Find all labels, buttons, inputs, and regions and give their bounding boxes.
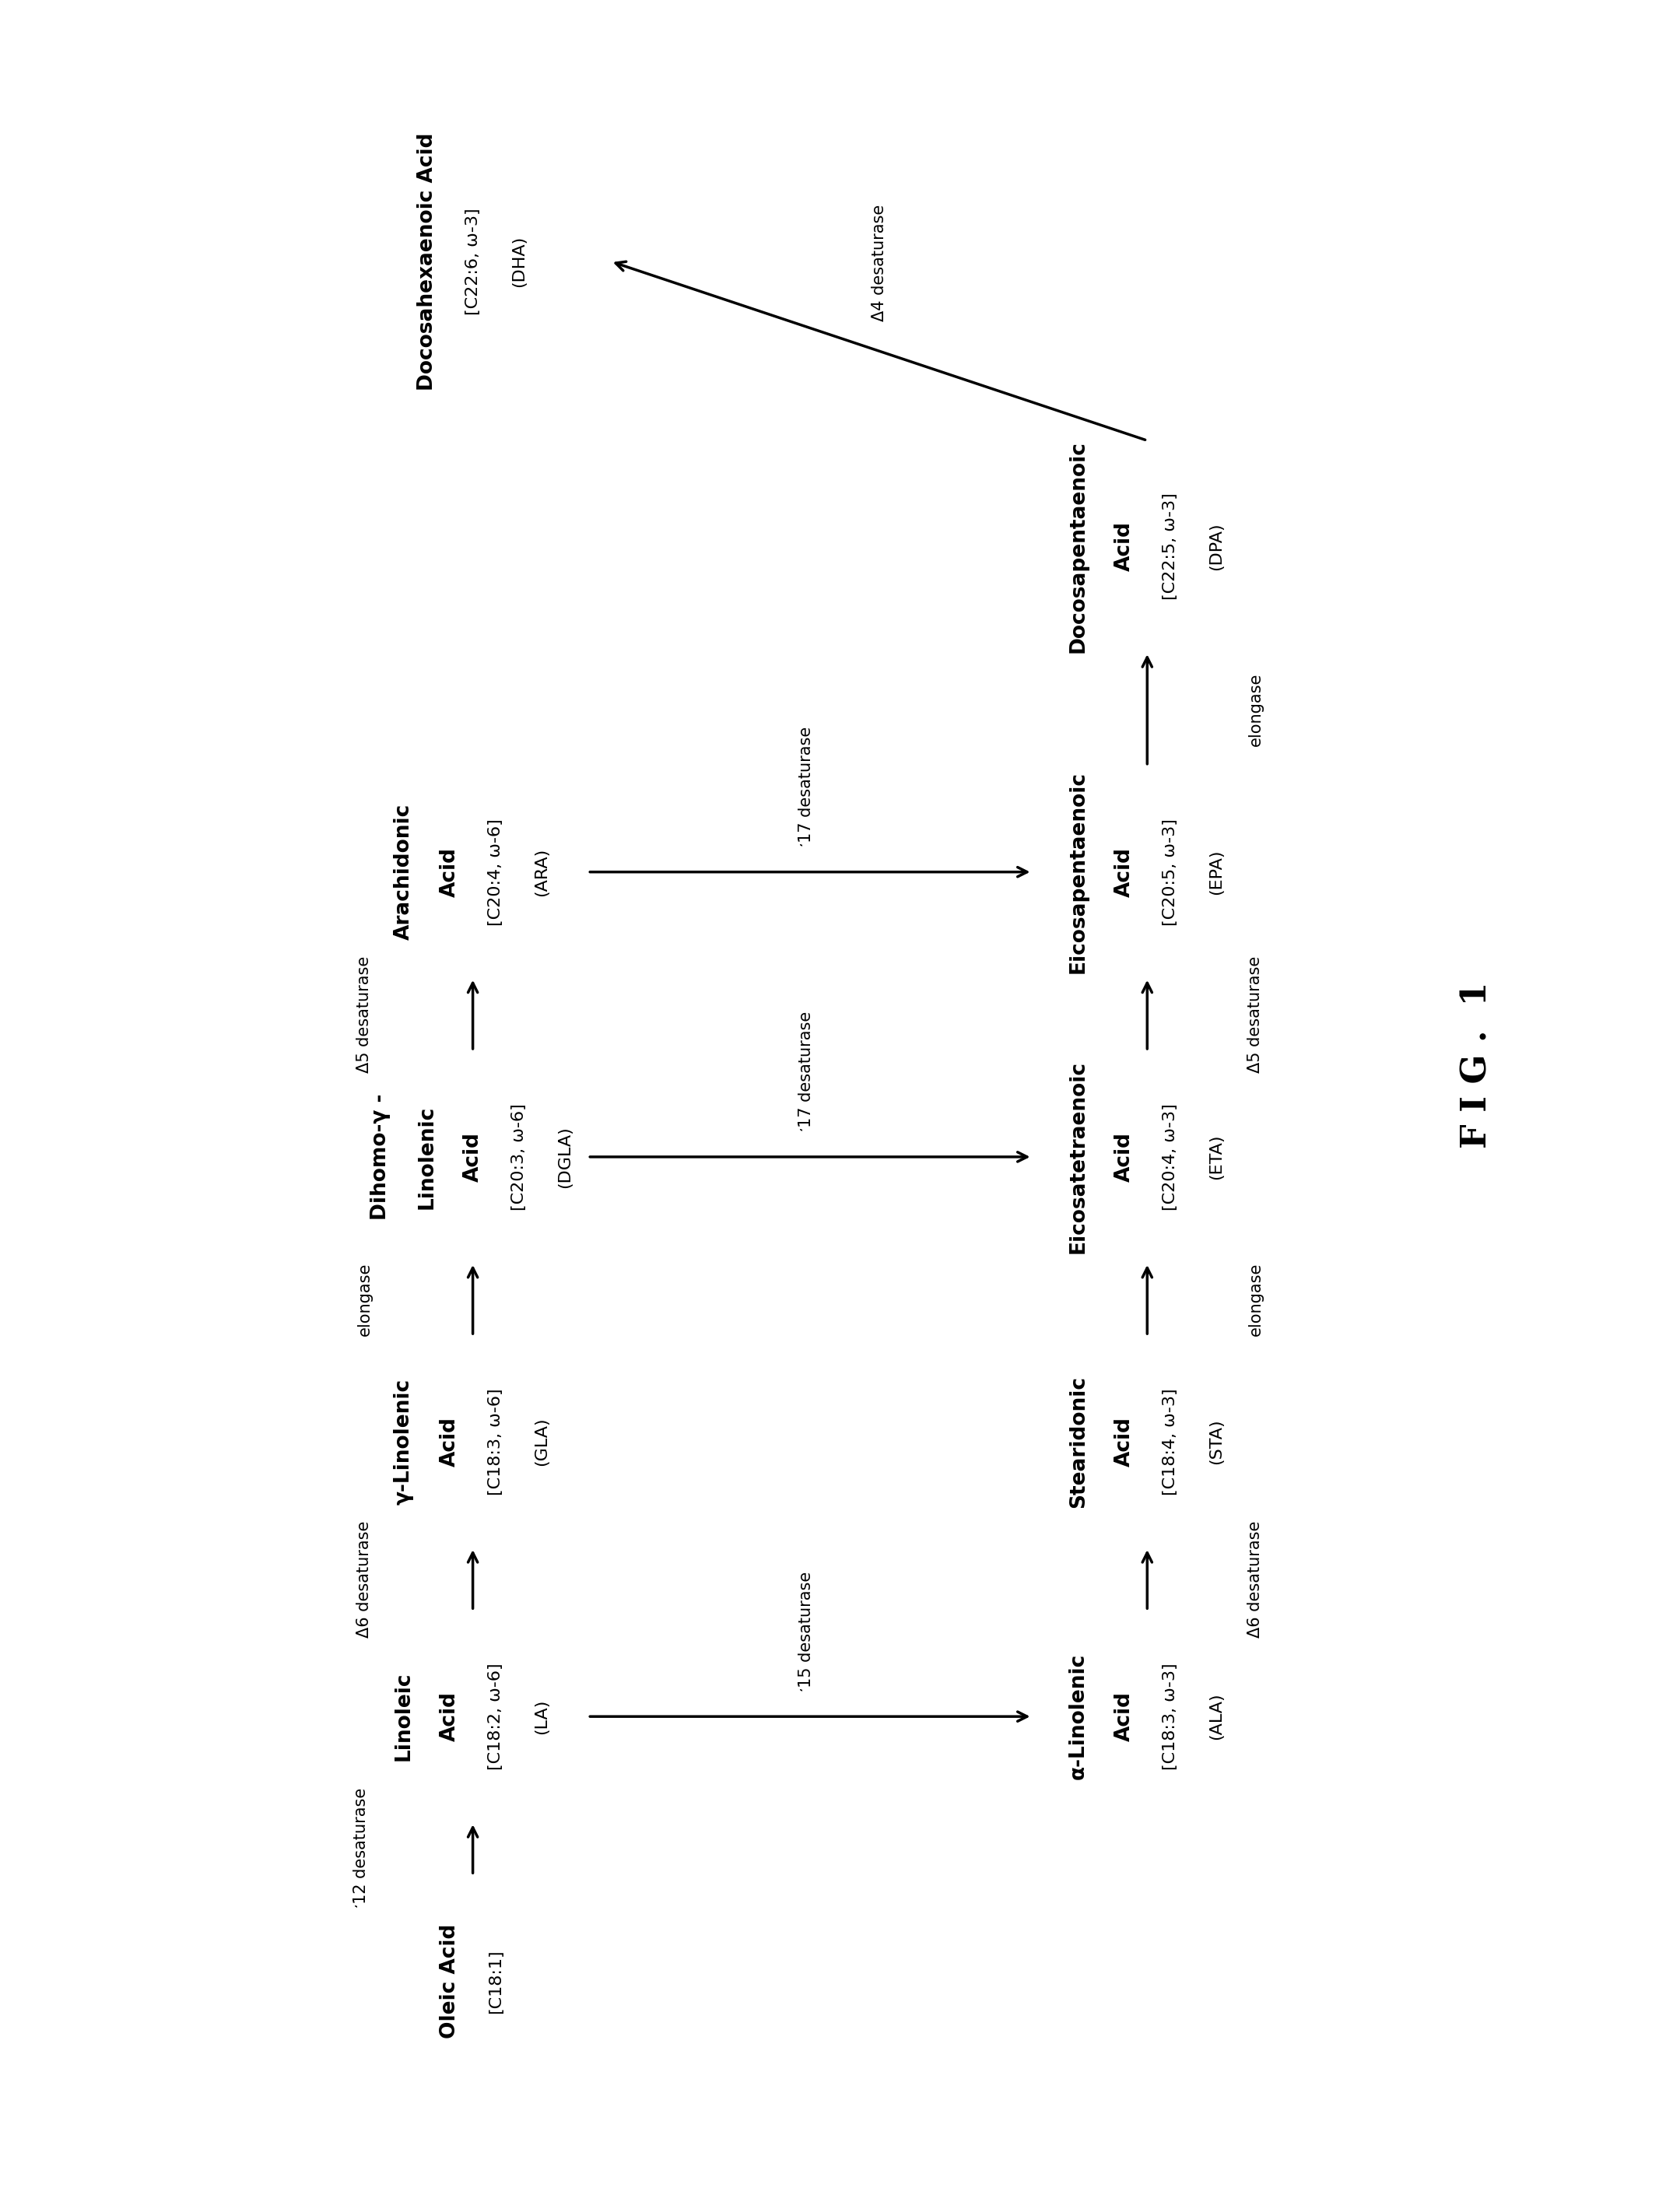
- Text: ̒17 desaturase: ̒17 desaturase: [803, 730, 818, 845]
- Text: Acid: Acid: [440, 847, 460, 896]
- Text: Acid: Acid: [440, 1418, 460, 1467]
- Text: Linolenic: Linolenic: [416, 1106, 436, 1208]
- Text: (ETA): (ETA): [1208, 1135, 1225, 1179]
- Text: Oleic Acid: Oleic Acid: [440, 1924, 460, 2039]
- Text: (DPA): (DPA): [1208, 522, 1225, 571]
- Text: Stearidonic: Stearidonic: [1068, 1376, 1088, 1509]
- Text: (GLA): (GLA): [535, 1418, 550, 1467]
- Text: Δ6 desaturase: Δ6 desaturase: [1248, 1520, 1263, 1637]
- Text: (ALA): (ALA): [1208, 1692, 1225, 1741]
- Text: Acid: Acid: [463, 1133, 483, 1181]
- Text: [C20:4, ω-3]: [C20:4, ω-3]: [1163, 1104, 1178, 1210]
- Text: Eicosatetraenoic: Eicosatetraenoic: [1068, 1060, 1088, 1254]
- Text: (EPA): (EPA): [1208, 849, 1225, 894]
- Text: Acid: Acid: [1115, 522, 1135, 571]
- Text: ̒12 desaturase: ̒12 desaturase: [357, 1792, 372, 1907]
- Text: Docosahexaenoic Acid: Docosahexaenoic Acid: [416, 133, 436, 392]
- Text: (STA): (STA): [1208, 1418, 1225, 1464]
- Text: elongase: elongase: [357, 1263, 372, 1336]
- Text: Acid: Acid: [1115, 1692, 1135, 1741]
- Text: F I G .  1: F I G . 1: [1459, 982, 1493, 1148]
- Text: Δ4 desaturase: Δ4 desaturase: [871, 204, 886, 321]
- Text: elongase: elongase: [1248, 1263, 1263, 1336]
- Text: elongase: elongase: [1248, 672, 1263, 745]
- Text: Docosapentaenoic: Docosapentaenoic: [1068, 440, 1088, 653]
- Text: [C18:3, ω-6]: [C18:3, ω-6]: [488, 1389, 503, 1495]
- Text: Acid: Acid: [1115, 1418, 1135, 1467]
- Text: Linoleic: Linoleic: [393, 1672, 413, 1761]
- Text: (DHA): (DHA): [511, 237, 526, 288]
- Text: (DGLA): (DGLA): [556, 1126, 573, 1188]
- Text: (ARA): (ARA): [535, 847, 550, 896]
- Text: [C18:2, ω-6]: [C18:2, ω-6]: [488, 1663, 503, 1770]
- Text: [C22:6, ω-3]: [C22:6, ω-3]: [465, 208, 480, 314]
- Text: Acid: Acid: [1115, 847, 1135, 896]
- Text: Δ5 desaturase: Δ5 desaturase: [357, 956, 372, 1073]
- Text: Δ6 desaturase: Δ6 desaturase: [357, 1520, 372, 1637]
- Text: Eicosapentaenoic: Eicosapentaenoic: [1068, 770, 1088, 973]
- Text: [C18:4, ω-3]: [C18:4, ω-3]: [1163, 1389, 1178, 1495]
- Text: ̒15 desaturase: ̒15 desaturase: [803, 1575, 818, 1690]
- Text: Δ5 desaturase: Δ5 desaturase: [1248, 956, 1263, 1073]
- Text: [C22:5, ω-3]: [C22:5, ω-3]: [1163, 493, 1178, 599]
- Text: [C20:4, ω-6]: [C20:4, ω-6]: [488, 818, 503, 925]
- Text: [C20:3, ω-6]: [C20:3, ω-6]: [511, 1104, 526, 1210]
- Text: [C18:1]: [C18:1]: [488, 1949, 503, 2013]
- Text: [C18:3, ω-3]: [C18:3, ω-3]: [1163, 1663, 1178, 1770]
- Text: Arachidonic: Arachidonic: [393, 803, 413, 940]
- Text: (LA): (LA): [535, 1699, 550, 1734]
- Text: Acid: Acid: [1115, 1133, 1135, 1181]
- Text: Dihomo-γ -: Dihomo-γ -: [372, 1093, 392, 1221]
- Text: γ-Linolenic: γ-Linolenic: [393, 1378, 413, 1504]
- Text: [C20:5, ω-3]: [C20:5, ω-3]: [1163, 818, 1178, 925]
- Text: α-Linolenic: α-Linolenic: [1068, 1652, 1088, 1781]
- Text: Acid: Acid: [440, 1692, 460, 1741]
- Text: ̒17 desaturase: ̒17 desaturase: [803, 1015, 818, 1130]
